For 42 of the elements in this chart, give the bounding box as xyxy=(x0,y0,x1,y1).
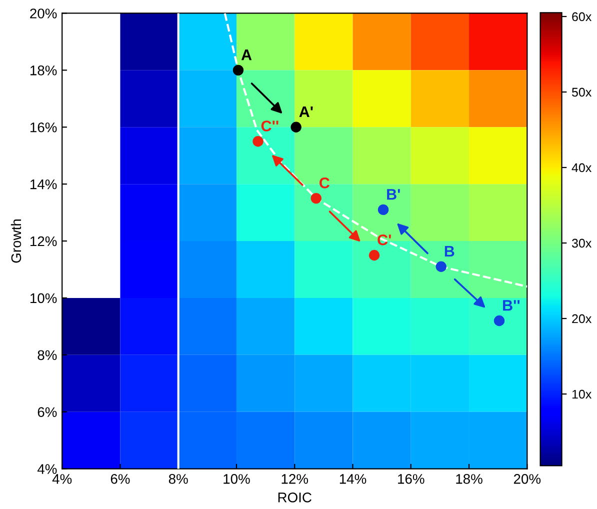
color-bar-label: 60x xyxy=(572,12,592,22)
y-axis-title: Growth xyxy=(10,220,22,263)
y-tick-label: 12% xyxy=(30,236,57,246)
data-label: B'' xyxy=(503,300,520,311)
data-label: B xyxy=(444,246,454,257)
point xyxy=(290,122,302,132)
data-label: A xyxy=(241,50,252,60)
color-bar-label: 50x xyxy=(572,88,592,97)
color-bar-label: 30x xyxy=(572,238,592,248)
x-axis-title: ROIC xyxy=(278,492,312,502)
y-tick-label: 6% xyxy=(38,407,57,418)
x-tick-label: 14% xyxy=(340,474,366,484)
point xyxy=(252,136,264,147)
data-label: C'' xyxy=(261,120,278,132)
point xyxy=(494,315,505,326)
x-tick-label: 8% xyxy=(168,474,188,484)
data-label: B' xyxy=(387,189,400,200)
color-bar-label: 20x xyxy=(572,314,592,324)
y-tick-label: 16% xyxy=(30,122,57,132)
x-tick-label: 10% xyxy=(224,474,250,484)
x-tick-label: 6% xyxy=(110,474,130,484)
point xyxy=(232,64,244,76)
point xyxy=(436,261,446,272)
x-tick-label: 18% xyxy=(456,474,482,484)
x-tick-label: 16% xyxy=(398,474,424,484)
data-label: C xyxy=(320,178,330,188)
point xyxy=(310,192,322,204)
color-bar-label: 40x xyxy=(572,163,592,172)
y-tick-label: 14% xyxy=(30,179,57,190)
color-bar-label: 10x xyxy=(572,390,592,399)
y-tick-label: 10% xyxy=(30,293,57,304)
x-tick-label: 20% xyxy=(514,474,541,484)
y-tick-label: 4% xyxy=(37,464,57,474)
point xyxy=(378,204,389,216)
y-tick-label: 18% xyxy=(30,66,57,76)
data-label: A' xyxy=(299,106,313,118)
x-tick-label: 12% xyxy=(282,474,308,484)
x-tick-label: 4% xyxy=(52,474,72,484)
line-series xyxy=(224,13,528,288)
point xyxy=(368,250,380,261)
y-tick-label: 20% xyxy=(30,8,57,18)
y-tick-label: 8% xyxy=(38,350,57,360)
